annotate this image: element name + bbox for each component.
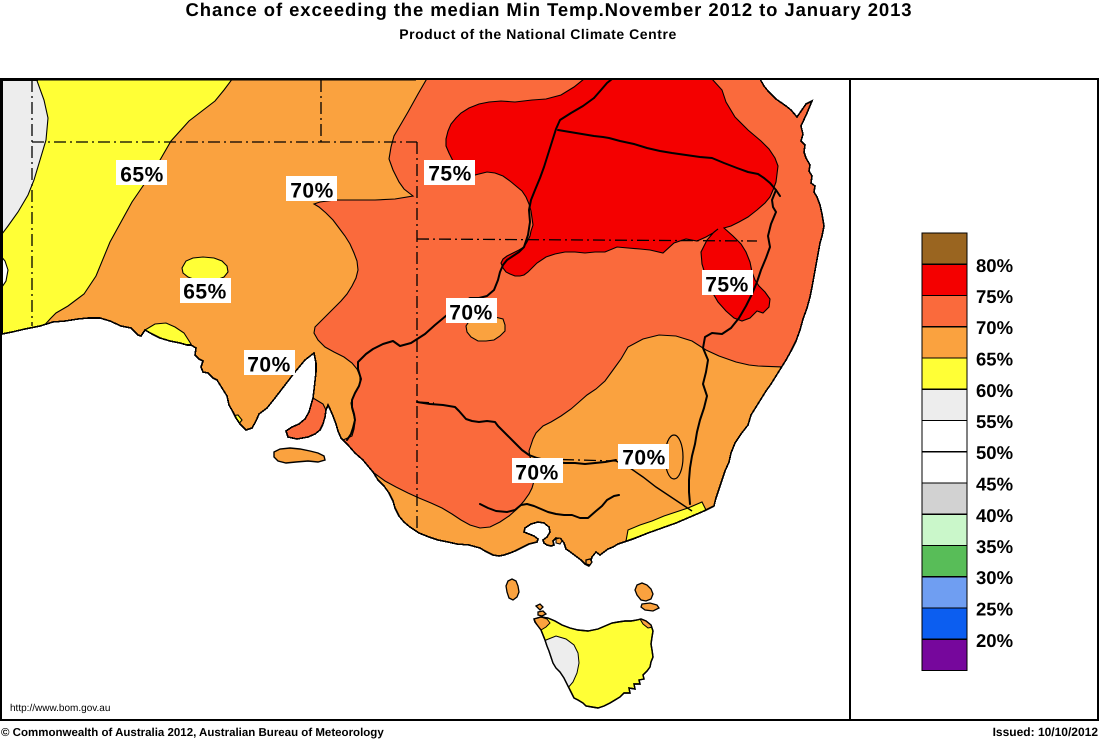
svg-text:55%: 55% xyxy=(976,411,1013,432)
svg-text:75%: 75% xyxy=(976,286,1013,307)
svg-text:70%: 70% xyxy=(976,317,1013,338)
svg-text:Issued: 10/10/2012: Issued: 10/10/2012 xyxy=(993,725,1099,739)
svg-text:35%: 35% xyxy=(976,536,1013,557)
svg-text:© Commonwealth of Australia 20: © Commonwealth of Australia 2012, Austra… xyxy=(1,727,384,739)
svg-text:60%: 60% xyxy=(976,380,1013,401)
svg-text:30%: 30% xyxy=(976,567,1013,588)
svg-text:75%: 75% xyxy=(705,274,749,297)
svg-text:Chance of exceeding the median: Chance of exceeding the median Min Temp.… xyxy=(186,0,913,20)
svg-text:http://www.bom.gov.au: http://www.bom.gov.au xyxy=(10,703,110,714)
svg-text:70%: 70% xyxy=(247,354,291,377)
svg-text:80%: 80% xyxy=(976,255,1013,276)
svg-text:25%: 25% xyxy=(976,599,1013,620)
svg-text:70%: 70% xyxy=(290,180,334,203)
svg-text:40%: 40% xyxy=(976,505,1013,526)
svg-text:70%: 70% xyxy=(622,447,666,470)
svg-text:65%: 65% xyxy=(120,164,164,187)
svg-text:65%: 65% xyxy=(976,349,1013,370)
svg-text:Product of the National Climat: Product of the National Climate Centre xyxy=(399,26,677,42)
svg-text:65%: 65% xyxy=(183,281,227,304)
svg-text:75%: 75% xyxy=(428,163,472,186)
svg-text:20%: 20% xyxy=(976,630,1013,651)
svg-text:50%: 50% xyxy=(976,442,1013,463)
svg-text:45%: 45% xyxy=(976,474,1013,495)
svg-text:70%: 70% xyxy=(515,462,559,485)
svg-text:70%: 70% xyxy=(449,302,493,325)
